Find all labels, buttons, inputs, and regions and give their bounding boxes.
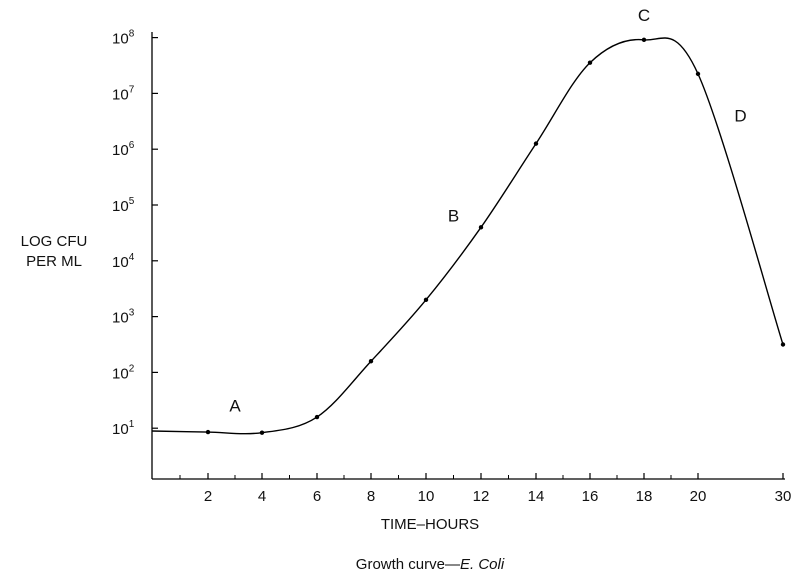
y-tick-label: 106 [112, 140, 135, 159]
y-axis-label-line2: PER ML [26, 253, 82, 270]
phase-label-d: D [734, 106, 746, 125]
y-tick-label: 108 [112, 29, 135, 48]
x-tick-label: 8 [367, 488, 375, 505]
phase-labels: A B C D [229, 6, 746, 416]
data-point [423, 297, 429, 303]
axes [151, 32, 785, 480]
y-tick-label: 104 [112, 252, 135, 271]
data-point [314, 414, 320, 420]
x-axis-label: TIME–HOURS [380, 516, 480, 533]
x-tick-label: 2 [204, 488, 212, 505]
data-point [780, 342, 786, 347]
phase-label-b: B [448, 207, 459, 226]
figure-caption: Growth curve—E. Coli [300, 556, 560, 573]
caption-prefix: Growth curve— [355, 556, 460, 573]
data-point [533, 141, 539, 146]
x-tick-label: 10 [418, 488, 435, 505]
growth-curve-line [151, 37, 784, 435]
x-axis-ticks: 2 4 6 8 10 12 14 16 18 20 30 [179, 473, 792, 505]
x-tick-label: 6 [313, 488, 321, 505]
caption-organism: E. Coli [460, 556, 505, 573]
y-axis-ticks: 101 102 103 104 105 106 107 108 [112, 29, 158, 438]
x-tick-label: 20 [690, 488, 707, 505]
y-axis-label-line1: LOG CFU [20, 233, 88, 250]
x-tick-label: 30 [775, 488, 792, 505]
data-point [478, 225, 484, 230]
y-tick-label: 105 [112, 196, 135, 215]
x-tick-label: 16 [582, 488, 599, 505]
x-tick-label: 4 [258, 488, 266, 505]
data-points [205, 37, 786, 435]
data-point [587, 60, 593, 65]
y-tick-label: 101 [112, 419, 135, 438]
data-point [259, 430, 265, 435]
x-tick-label: 14 [528, 488, 545, 505]
data-point [641, 37, 647, 43]
phase-label-c: C [638, 6, 650, 25]
y-tick-label: 107 [112, 84, 135, 103]
data-point [205, 429, 211, 435]
data-point [368, 359, 374, 364]
data-point [695, 71, 701, 77]
y-tick-label: 103 [112, 308, 135, 327]
phase-label-a: A [229, 396, 241, 415]
x-tick-label: 18 [636, 488, 653, 505]
x-tick-label: 12 [473, 488, 490, 505]
y-axis-label: LOG CFU PER ML [4, 232, 104, 272]
y-tick-label: 102 [112, 363, 135, 382]
